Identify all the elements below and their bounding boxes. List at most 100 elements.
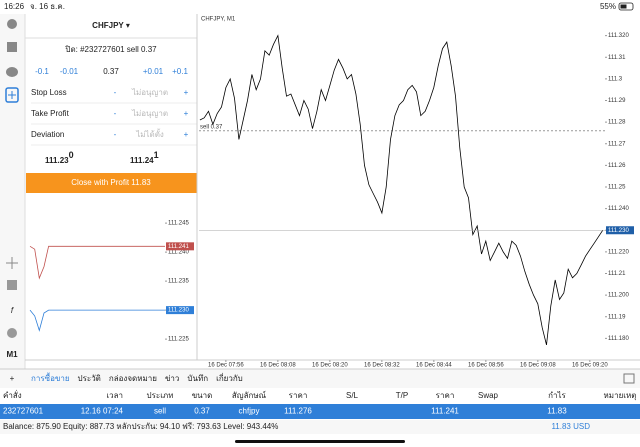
tab[interactable]: บันทึก bbox=[187, 374, 208, 383]
table-cell: sell bbox=[154, 407, 166, 416]
column-header: เวลา bbox=[106, 391, 123, 400]
column-header: หมายเหตุ bbox=[604, 391, 637, 400]
lot-step[interactable]: +0.1 bbox=[172, 67, 188, 76]
ask-price: 111.241 bbox=[130, 150, 159, 165]
y-tick-label: 111.320 bbox=[608, 33, 629, 39]
status-date: จ. 16 ธ.ค. bbox=[30, 2, 65, 11]
tab[interactable]: การซื้อขาย bbox=[31, 372, 70, 383]
y-tick-label: 111.3 bbox=[608, 76, 623, 82]
account-summary: Balance: 875.90 Equity: 887.73 หลักประกั… bbox=[3, 422, 278, 431]
y-tick-label: 111.27 bbox=[608, 141, 626, 147]
order-label: sell 0.37 bbox=[200, 124, 223, 130]
home-indicator bbox=[235, 440, 405, 443]
trade-icon[interactable] bbox=[7, 42, 17, 52]
objects-icon[interactable] bbox=[7, 328, 17, 338]
close-button[interactable] bbox=[26, 173, 197, 193]
x-tick-label: 16 Dec 08:56 bbox=[468, 363, 504, 369]
table-cell: 12.16 07:24 bbox=[81, 407, 124, 416]
close-order-label: ปิด: #232727601 sell 0.37 bbox=[65, 45, 157, 54]
column-header: S/L bbox=[346, 391, 359, 400]
column-header: Swap bbox=[478, 391, 499, 400]
close-button-label[interactable]: Close with Profit 11.83 bbox=[71, 178, 151, 187]
total-profit: 11.83 USD bbox=[551, 422, 590, 431]
y-tick-label: 111.31 bbox=[608, 55, 626, 61]
lot-step[interactable]: -0.1 bbox=[35, 67, 49, 76]
tab[interactable]: กล่องจดหมาย bbox=[109, 374, 157, 383]
x-tick-label: 16 Dec 09:20 bbox=[572, 363, 608, 369]
bid-pip: 0 bbox=[69, 150, 74, 160]
column-header: ราคา bbox=[436, 391, 455, 400]
lot-step: 0.37 bbox=[103, 67, 119, 76]
tab[interactable]: ประวัติ bbox=[78, 374, 101, 383]
y-tick-label: 111.25 bbox=[608, 185, 626, 191]
battery-icon bbox=[618, 2, 634, 11]
lot-step[interactable]: -0.01 bbox=[60, 67, 79, 76]
table-header-bg bbox=[0, 389, 640, 404]
field-plus[interactable]: + bbox=[184, 130, 189, 139]
table-cell: 0.37 bbox=[194, 407, 210, 416]
y-tick-label: 111.245 bbox=[168, 221, 189, 227]
field-plus[interactable]: + bbox=[184, 88, 189, 97]
column-header: คำสั่ง bbox=[3, 389, 22, 400]
field-label: Deviation bbox=[31, 130, 64, 139]
ask-pip: 1 bbox=[154, 150, 159, 160]
tab-bar bbox=[0, 369, 640, 388]
account-icon[interactable] bbox=[7, 19, 17, 29]
field-value: ไม่ได้ตั้ง bbox=[135, 128, 164, 139]
y-tick-label: 111.200 bbox=[608, 293, 629, 299]
chart-title: CHFJPY, M1 bbox=[201, 17, 236, 23]
ask-big: 111.24 bbox=[130, 156, 154, 165]
table-row[interactable] bbox=[0, 404, 640, 419]
y-tick-label: 111.19 bbox=[608, 314, 626, 320]
y-tick-label: 111.225 bbox=[168, 337, 189, 343]
add-button[interactable]: + bbox=[10, 374, 15, 383]
function-icon[interactable]: f bbox=[11, 306, 14, 315]
indicator-icon[interactable] bbox=[7, 280, 17, 290]
column-header: ประเภท bbox=[147, 391, 174, 400]
price-line bbox=[29, 245, 165, 280]
y-tick-label: 111.235 bbox=[168, 279, 189, 285]
tab[interactable]: เกี่ยวกับ bbox=[216, 372, 243, 383]
field-minus[interactable]: - bbox=[114, 130, 117, 139]
battery-level bbox=[620, 4, 627, 9]
table-cell: chfjpy bbox=[239, 407, 260, 416]
lot-step[interactable]: +0.01 bbox=[143, 67, 164, 76]
timeframe[interactable]: M1 bbox=[6, 350, 18, 359]
new-order-icon[interactable] bbox=[5, 87, 19, 103]
bid-big: 111.23 bbox=[45, 156, 69, 165]
field-minus[interactable]: - bbox=[114, 109, 117, 118]
tab[interactable]: ข่าว bbox=[165, 374, 179, 383]
y-tick-label: 111.240 bbox=[608, 206, 629, 212]
y-tick-label: 111.29 bbox=[608, 98, 626, 104]
column-header: ราคา bbox=[289, 391, 308, 400]
x-tick-label: 16 Dec 08:08 bbox=[260, 363, 296, 369]
symbol-title[interactable]: CHFJPY ▾ bbox=[92, 21, 130, 30]
table-cell: 232727601 bbox=[3, 407, 44, 416]
price-tag-label: 111.230 bbox=[168, 308, 189, 314]
table-cell: 111.241 bbox=[431, 407, 459, 416]
price-tag-label: 111.230 bbox=[608, 228, 629, 234]
y-tick-label: 111.220 bbox=[608, 249, 629, 255]
field-minus[interactable]: - bbox=[114, 88, 117, 97]
status-time: 16:26 bbox=[4, 2, 25, 11]
price-tag-label: 111.241 bbox=[168, 244, 189, 250]
price-tag bbox=[606, 226, 634, 235]
column-header: ขนาด bbox=[192, 391, 213, 400]
price-line bbox=[199, 34, 604, 345]
y-tick-label: 111.180 bbox=[608, 336, 629, 342]
x-tick-label: 16 Dec 08:44 bbox=[416, 363, 452, 369]
field-plus[interactable]: + bbox=[184, 109, 189, 118]
column-header: กำไร bbox=[548, 391, 566, 400]
field-label: Take Profit bbox=[31, 109, 70, 118]
layout-icon[interactable] bbox=[623, 373, 635, 384]
field-value: ไม่อนุญาต bbox=[131, 88, 168, 97]
chat-icon[interactable] bbox=[6, 67, 18, 77]
y-tick-label: 111.28 bbox=[608, 120, 626, 126]
y-tick-label: 111.240 bbox=[168, 250, 189, 256]
y-tick-label: 111.21 bbox=[608, 271, 626, 277]
x-tick-label: 16 Dec 09:08 bbox=[520, 363, 556, 369]
table-cell: 111.276 bbox=[284, 407, 312, 416]
x-tick-label: 16 Dec 07:56 bbox=[208, 363, 244, 369]
bid-price: 111.230 bbox=[45, 150, 74, 165]
